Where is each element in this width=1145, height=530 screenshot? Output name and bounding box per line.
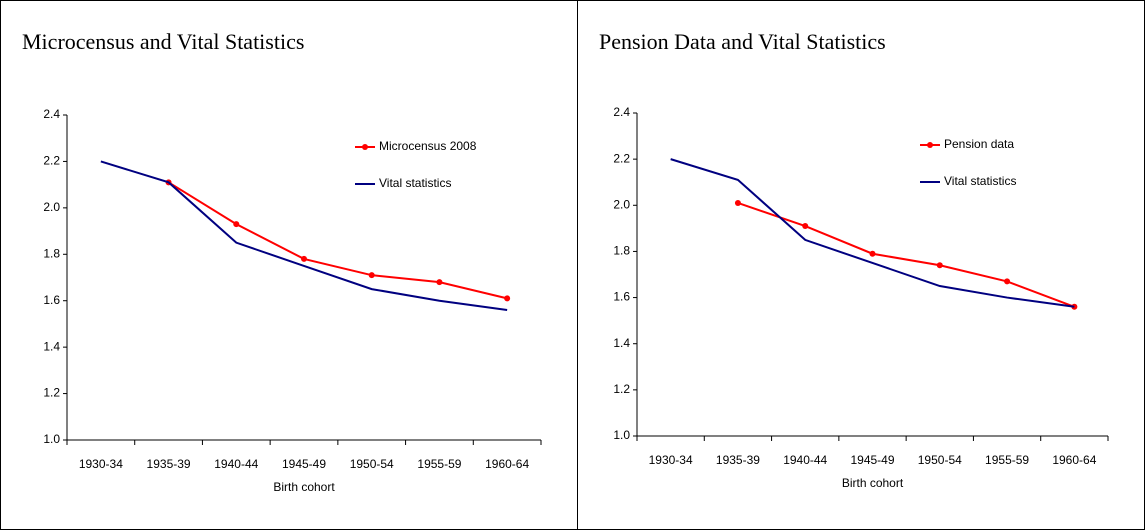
- x-tick-label: 1955-59: [417, 457, 461, 471]
- chart-title: Pension Data and Vital Statistics: [599, 29, 886, 54]
- y-tick-label: 1.6: [43, 293, 60, 307]
- y-tick-label: 2.2: [613, 151, 630, 165]
- x-tick-label: 1935-39: [716, 453, 760, 467]
- y-tick-label: 1.0: [43, 432, 60, 446]
- x-tick-label: 1960-64: [1052, 453, 1096, 467]
- x-tick-label: 1945-49: [850, 453, 894, 467]
- x-tick-label: 1930-34: [649, 453, 693, 467]
- legend-label: Pension data: [944, 137, 1014, 151]
- y-tick-label: 2.2: [43, 154, 60, 168]
- y-tick-label: 1.4: [43, 339, 60, 353]
- legend-label: Vital statistics: [379, 176, 451, 190]
- y-tick-label: 2.0: [43, 200, 60, 214]
- point: [233, 221, 240, 228]
- y-tick-label: 1.2: [43, 386, 60, 400]
- series-line: [100, 160, 508, 311]
- legend-marker: [927, 142, 933, 148]
- x-tick-label: 1945-49: [282, 457, 326, 471]
- y-tick-label: 2.4: [613, 105, 630, 119]
- chart-title: Microcensus and Vital Statistics: [22, 29, 304, 54]
- x-tick-label: 1950-54: [918, 453, 962, 467]
- point: [869, 250, 876, 257]
- point: [504, 295, 511, 302]
- x-tick-label: 1960-64: [485, 457, 529, 471]
- y-tick-label: 1.0: [613, 428, 630, 442]
- y-tick-label: 2.4: [43, 107, 60, 121]
- point: [301, 255, 307, 262]
- series-line: [737, 202, 1075, 308]
- point: [734, 199, 741, 206]
- point: [802, 223, 809, 230]
- y-tick-label: 1.6: [613, 290, 630, 304]
- series-line: [670, 158, 1075, 308]
- x-axis-label: Birth cohort: [273, 480, 335, 494]
- x-tick-label: 1935-39: [147, 457, 191, 471]
- legend-label: Microcensus 2008: [379, 139, 477, 153]
- x-tick-label: 1940-44: [214, 457, 258, 471]
- x-tick-label: 1950-54: [350, 457, 394, 471]
- point: [436, 279, 443, 286]
- x-tick-label: 1940-44: [783, 453, 827, 467]
- y-tick-label: 2.0: [613, 197, 630, 211]
- x-axis-label: Birth cohort: [842, 476, 904, 490]
- y-tick-label: 1.4: [613, 336, 630, 350]
- y-tick-label: 1.2: [613, 382, 630, 396]
- x-tick-label: 1955-59: [985, 453, 1029, 467]
- y-tick-label: 1.8: [43, 246, 60, 260]
- point: [368, 272, 375, 279]
- x-tick-label: 1930-34: [79, 457, 123, 471]
- point: [936, 262, 943, 269]
- series-line: [168, 181, 508, 300]
- point: [1004, 278, 1011, 285]
- y-tick-label: 1.8: [613, 244, 630, 258]
- legend-label: Vital statistics: [944, 174, 1016, 188]
- legend-marker: [362, 144, 368, 150]
